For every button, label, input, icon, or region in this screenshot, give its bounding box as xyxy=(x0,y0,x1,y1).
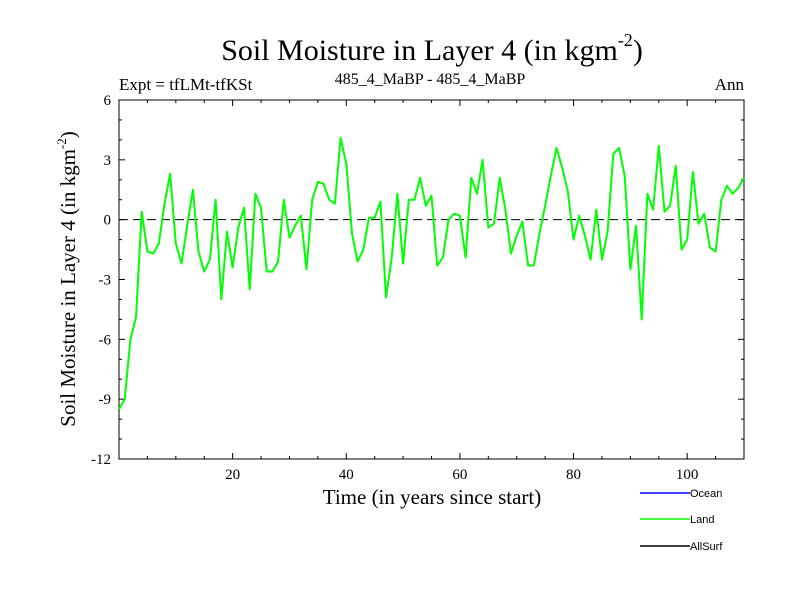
subtitle-left: Expt = tfLMt-tfKSt xyxy=(119,75,253,94)
y-axis-label: Soil Moisture in Layer 4 (in kgm-2) xyxy=(54,131,80,426)
x-tick-label: 80 xyxy=(566,467,581,483)
land-series-line xyxy=(118,136,745,410)
legend-label-ocean: Ocean xyxy=(690,488,722,500)
chart-title: Soil Moisture in Layer 4 (in kgm-2) xyxy=(221,30,643,67)
x-tick-label: 100 xyxy=(676,467,699,483)
x-axis-ticks: 20 40 60 80 100 xyxy=(146,100,717,483)
y-tick-label: -6 xyxy=(99,332,112,348)
y-tick-label: -9 xyxy=(99,392,112,408)
legend-label-allsurf: AllSurf xyxy=(690,541,723,553)
y-axis-ticks: 6 3 0 -3 -6 -9 -12 xyxy=(91,93,744,468)
y-tick-label: -3 xyxy=(99,273,112,289)
chart-title-close: ) xyxy=(633,34,643,67)
legend: Ocean Land AllSurf xyxy=(640,488,723,553)
chart-title-sup: -2 xyxy=(618,30,633,50)
y-tick-label: 6 xyxy=(104,93,112,109)
y-axis-label-close: ) xyxy=(56,131,80,138)
x-tick-label: 60 xyxy=(452,467,467,483)
legend-label-land: Land xyxy=(690,514,714,526)
y-axis-label-main: Soil Moisture in Layer 4 (in kgm xyxy=(56,149,80,427)
y-tick-label: 0 xyxy=(104,213,112,229)
subtitle-right: Ann xyxy=(715,75,745,94)
y-tick-label: -12 xyxy=(91,452,111,468)
y-axis-label-sup: -2 xyxy=(54,138,69,149)
plot-frame xyxy=(118,99,745,460)
chart-title-main: Soil Moisture in Layer 4 (in kgm xyxy=(221,34,618,67)
x-tick-label: 40 xyxy=(339,467,354,483)
y-tick-label: 3 xyxy=(104,153,112,169)
subtitle-center: 485_4_MaBP - 485_4_MaBP xyxy=(335,71,526,88)
x-tick-label: 20 xyxy=(225,467,240,483)
x-axis-label: Time (in years since start) xyxy=(323,485,542,509)
